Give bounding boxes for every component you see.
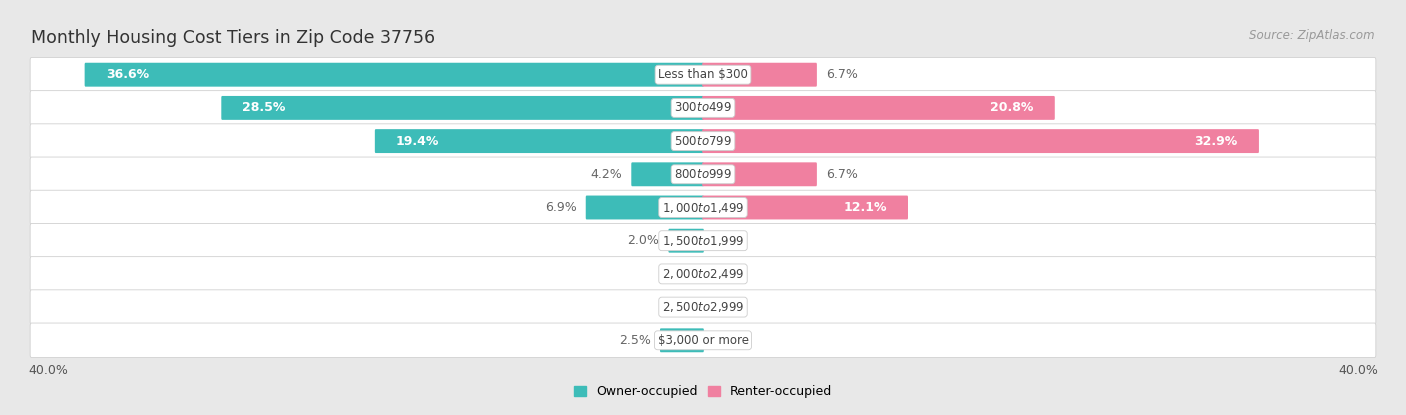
Text: Source: ZipAtlas.com: Source: ZipAtlas.com	[1250, 29, 1375, 42]
FancyBboxPatch shape	[30, 157, 1376, 192]
Text: $300 to $499: $300 to $499	[673, 101, 733, 115]
FancyBboxPatch shape	[702, 63, 817, 87]
FancyBboxPatch shape	[30, 90, 1376, 125]
Text: 4.2%: 4.2%	[591, 168, 621, 181]
FancyBboxPatch shape	[30, 323, 1376, 358]
Text: 2.0%: 2.0%	[627, 234, 659, 247]
FancyBboxPatch shape	[668, 229, 704, 253]
FancyBboxPatch shape	[30, 124, 1376, 159]
Text: 32.9%: 32.9%	[1195, 134, 1237, 148]
FancyBboxPatch shape	[702, 162, 817, 186]
FancyBboxPatch shape	[702, 96, 1054, 120]
FancyBboxPatch shape	[30, 223, 1376, 258]
Text: 0.0%: 0.0%	[661, 267, 693, 281]
FancyBboxPatch shape	[30, 190, 1376, 225]
Text: 0.0%: 0.0%	[713, 267, 745, 281]
FancyBboxPatch shape	[702, 195, 908, 220]
FancyBboxPatch shape	[631, 162, 704, 186]
Text: Less than $300: Less than $300	[658, 68, 748, 81]
Text: $2,500 to $2,999: $2,500 to $2,999	[662, 300, 744, 314]
Text: Monthly Housing Cost Tiers in Zip Code 37756: Monthly Housing Cost Tiers in Zip Code 3…	[31, 29, 434, 47]
FancyBboxPatch shape	[84, 63, 704, 87]
Text: 36.6%: 36.6%	[105, 68, 149, 81]
Text: $800 to $999: $800 to $999	[673, 168, 733, 181]
Text: 0.0%: 0.0%	[661, 300, 693, 314]
Text: 6.7%: 6.7%	[827, 168, 858, 181]
Text: 6.7%: 6.7%	[827, 68, 858, 81]
Text: 0.0%: 0.0%	[713, 234, 745, 247]
Text: $500 to $799: $500 to $799	[673, 134, 733, 148]
FancyBboxPatch shape	[30, 256, 1376, 291]
Legend: Owner-occupied, Renter-occupied: Owner-occupied, Renter-occupied	[568, 380, 838, 403]
FancyBboxPatch shape	[30, 290, 1376, 325]
FancyBboxPatch shape	[659, 328, 704, 352]
Text: 0.0%: 0.0%	[713, 300, 745, 314]
FancyBboxPatch shape	[221, 96, 704, 120]
Text: 12.1%: 12.1%	[844, 201, 887, 214]
Text: 20.8%: 20.8%	[990, 101, 1033, 115]
FancyBboxPatch shape	[375, 129, 704, 153]
Text: $1,500 to $1,999: $1,500 to $1,999	[662, 234, 744, 248]
Text: 0.0%: 0.0%	[713, 334, 745, 347]
FancyBboxPatch shape	[586, 195, 704, 220]
Text: $1,000 to $1,499: $1,000 to $1,499	[662, 200, 744, 215]
Text: 6.9%: 6.9%	[544, 201, 576, 214]
Text: 2.5%: 2.5%	[619, 334, 651, 347]
Text: $3,000 or more: $3,000 or more	[658, 334, 748, 347]
FancyBboxPatch shape	[30, 57, 1376, 92]
Text: 19.4%: 19.4%	[396, 134, 439, 148]
Text: $2,000 to $2,499: $2,000 to $2,499	[662, 267, 744, 281]
Text: 40.0%: 40.0%	[1339, 364, 1378, 377]
FancyBboxPatch shape	[702, 129, 1258, 153]
Text: 40.0%: 40.0%	[28, 364, 67, 377]
Text: 28.5%: 28.5%	[242, 101, 285, 115]
